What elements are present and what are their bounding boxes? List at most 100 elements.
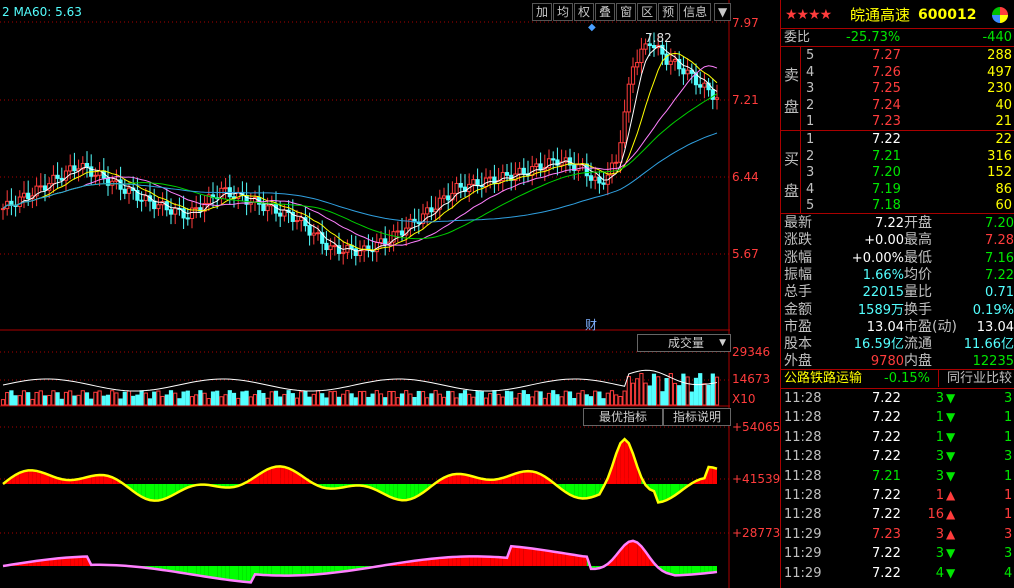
candle [26, 192, 31, 200]
tb-chuang-button[interactable]: 窗 [616, 3, 637, 21]
tick-price: 7.23 [872, 526, 901, 542]
buy-level-row[interactable]: 5 7.18 60 [780, 197, 1014, 214]
oscillator-fill [166, 484, 171, 499]
weicha-value: -440 [982, 30, 1012, 45]
industry-compare-button[interactable]: 同行业比较 [938, 370, 1012, 387]
volume-bar [710, 373, 715, 406]
sell-level-row[interactable]: 1 7.23 21 [780, 113, 1014, 130]
tick-volume: 3 [935, 468, 944, 484]
oscillator-fill [53, 558, 58, 566]
tb-jia-button[interactable]: 加 [532, 3, 553, 21]
volume-bar [370, 393, 375, 406]
app-logo-icon[interactable] [992, 7, 1008, 23]
buy-level-row[interactable]: 1 7.22 22 [780, 131, 1014, 148]
quote-value: 7.22 [985, 267, 1014, 283]
volume-bar [89, 398, 94, 406]
sell-level-row[interactable]: 4 7.26 497 [780, 64, 1014, 81]
oscillator-fill [305, 566, 310, 576]
candle [315, 232, 321, 235]
oscillator-fill [406, 484, 411, 501]
tb-jun-button[interactable]: 均 [553, 3, 574, 21]
candle [488, 176, 493, 179]
tb-qu-button[interactable]: 区 [637, 3, 658, 21]
candle [391, 231, 396, 243]
volume-bar [135, 394, 140, 406]
toolbar-more-button[interactable]: ▼ [714, 3, 732, 21]
quote-label: 最高 [904, 232, 932, 249]
oscillator-fill [456, 473, 461, 484]
oscillator-fill [70, 557, 75, 566]
volume-bar [521, 390, 526, 406]
volume-bar [618, 395, 623, 406]
volume-bar [563, 390, 568, 406]
candle [194, 207, 199, 210]
volume-bar [30, 398, 35, 406]
tick-row: 11:28 7.22 3 ▼ 3 [780, 448, 1014, 465]
volume-bar [572, 398, 577, 406]
financial-report-marker[interactable]: 财 [585, 318, 598, 332]
tb-die-button[interactable]: 叠 [595, 3, 616, 21]
quote-value: 7.28 [985, 233, 1014, 249]
sector-name[interactable]: 公路铁路运输 [784, 371, 863, 386]
oscillator-fill [528, 548, 533, 566]
candle [698, 84, 703, 88]
buy-level-row[interactable]: 4 7.19 86 [780, 181, 1014, 198]
volume-bar [605, 392, 610, 406]
candle [618, 142, 623, 163]
buy-level-row[interactable]: 2 7.21 316 [780, 148, 1014, 165]
sector-row[interactable]: 公路铁路运输 -0.15% 同行业比较 [780, 370, 1014, 387]
candle [21, 192, 27, 198]
candle [651, 45, 657, 49]
tick-extra: 4 [1004, 565, 1013, 581]
indicator-description-button[interactable]: 指标说明 [663, 408, 731, 426]
volume-bar [110, 390, 115, 406]
volume-indicator-select[interactable]: 成交量 ▼ [637, 334, 731, 352]
sell-volume: 288 [987, 48, 1012, 63]
volume-bar [588, 396, 594, 406]
arrow-down-icon: ▼ [946, 410, 956, 425]
quote-label: 市盈 [784, 318, 812, 335]
oscillator-fill [704, 566, 709, 574]
volume-unit-label: X10 [732, 392, 756, 406]
oscillator-fill [292, 470, 297, 484]
candle [471, 179, 476, 185]
buy-volume: 60 [995, 198, 1012, 214]
volume-bar [664, 378, 669, 406]
quote-label: 振幅 [784, 266, 812, 283]
volume-bar [236, 397, 241, 406]
candle [378, 238, 384, 243]
tb-xinxi-button[interactable]: 信息 [679, 3, 712, 21]
tick-row: 11:28 7.22 16 ▲ 1 [780, 506, 1014, 523]
candle [294, 220, 300, 223]
chart-area[interactable]: 2 MA60: 5.63 加均权叠窗区预信息 ▼ 7.82 ◆ 财 成交量 ▼ … [0, 0, 732, 588]
oscillator-fill [515, 472, 520, 484]
volume-bar [269, 391, 274, 406]
quote-row: 涨幅 +0.00% 最低 7.16 [780, 250, 1014, 267]
sell-level-row[interactable]: 2 7.24 40 [780, 97, 1014, 114]
moving-average-line [2, 45, 718, 252]
buy-level-row[interactable]: 3 7.20 152 [780, 164, 1014, 181]
volume-bar [265, 397, 270, 406]
volume-bar [391, 390, 396, 406]
volume-bar [152, 391, 157, 406]
arrow-down-icon: ▼ [946, 429, 956, 444]
kline-chart[interactable] [0, 0, 730, 588]
tick-time: 11:28 [784, 507, 822, 523]
volume-ma-line [2, 369, 718, 392]
candle [223, 187, 228, 190]
candle [622, 111, 627, 144]
oscillator-fill [255, 566, 260, 575]
tick-price: 7.22 [872, 488, 901, 503]
sell-level-row[interactable]: 5 7.27 288 [780, 47, 1014, 64]
tb-yu-button[interactable]: 预 [658, 3, 679, 21]
favorite-stars-icon[interactable]: ★★★★ [785, 7, 832, 23]
tick-row: 11:28 7.22 3 ▼ 3 [780, 390, 1014, 407]
tb-quan-button[interactable]: 权 [574, 3, 595, 21]
oscillator-fill [284, 466, 289, 484]
best-indicator-button[interactable]: 最优指标 [583, 408, 663, 426]
oscillator-fill [414, 484, 419, 498]
quote-row: 股本 16.59亿 流通 11.66亿 [780, 336, 1014, 353]
sell-level-row[interactable]: 3 7.25 230 [780, 80, 1014, 97]
quote-value: +0.00% [851, 250, 904, 266]
volume-bar [467, 393, 472, 406]
